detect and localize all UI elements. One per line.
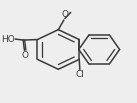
Text: Cl: Cl [75,70,84,79]
Text: O: O [22,51,29,60]
Text: O: O [61,10,68,19]
Text: HO: HO [1,35,15,44]
